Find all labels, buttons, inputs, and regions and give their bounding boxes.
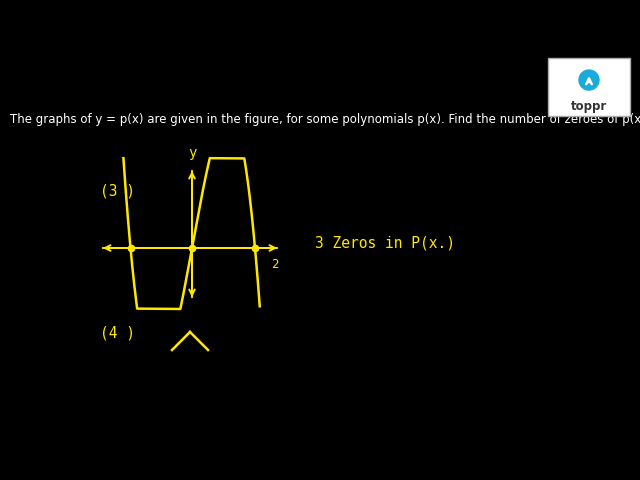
Text: y: y — [188, 146, 196, 160]
FancyBboxPatch shape — [548, 58, 630, 116]
Text: (4 ): (4 ) — [100, 325, 135, 340]
Text: (3 ): (3 ) — [100, 183, 135, 198]
Text: 3 Zeros in P(x.): 3 Zeros in P(x.) — [315, 236, 455, 251]
Polygon shape — [579, 70, 599, 90]
Text: 2: 2 — [271, 258, 279, 271]
Text: The graphs of y = p(x) are given in the figure, for some polynomials p(x). Find : The graphs of y = p(x) are given in the … — [10, 113, 640, 126]
Text: toppr: toppr — [571, 100, 607, 113]
